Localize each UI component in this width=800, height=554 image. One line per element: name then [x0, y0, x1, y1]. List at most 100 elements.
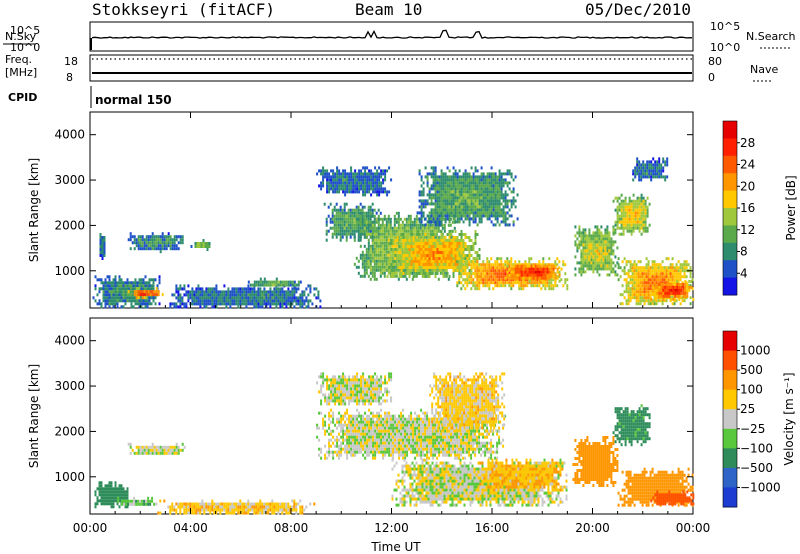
power-echo-cell — [584, 246, 587, 250]
power-echo-cell — [508, 263, 511, 267]
power-echo-cell — [412, 254, 415, 257]
power-echo-cell — [325, 232, 328, 236]
power-echo-cell — [442, 214, 445, 218]
power-echo-cell — [452, 272, 455, 275]
power-echo-cell — [474, 205, 477, 209]
power-echo-cell — [655, 272, 658, 276]
power-echo-cell — [498, 281, 501, 285]
power-echo-cell — [448, 242, 451, 245]
power-echo-cell — [393, 256, 396, 260]
power-echo-cell — [446, 211, 449, 215]
power-echo-cell — [434, 260, 437, 263]
power-echo-cell — [664, 291, 667, 295]
power-echo-cell — [548, 287, 551, 291]
power-echo-cell — [418, 190, 421, 194]
power-echo-cell — [307, 302, 310, 306]
power-echo-cell — [472, 260, 475, 264]
power-echo-cell — [377, 268, 380, 272]
power-echo-cell — [369, 271, 372, 275]
power-echo-cell — [440, 242, 443, 245]
power-echo-cell — [629, 278, 632, 282]
power-echo-cell — [424, 199, 427, 203]
power-echo-cell — [641, 281, 644, 285]
power-echo-cell — [616, 223, 619, 227]
power-echo-cell — [301, 305, 304, 309]
power-echo-cell — [606, 261, 609, 265]
power-echo-cell — [371, 229, 374, 233]
power-echo-cell — [468, 254, 471, 257]
power-echo-cell — [622, 220, 625, 224]
power-echo-cell — [153, 235, 156, 239]
power-echo-cell — [426, 251, 429, 254]
power-echo-cell — [179, 299, 182, 303]
power-echo-cell — [434, 166, 437, 170]
power-echo-cell — [671, 263, 674, 267]
power-echo-cell — [379, 259, 382, 263]
power-echo-cell — [618, 217, 621, 221]
power-echo-cell — [336, 175, 339, 179]
power-echo-cell — [496, 205, 499, 209]
power-echo-cell — [658, 282, 661, 286]
power-echo-cell — [202, 239, 205, 242]
power-echo-cell — [375, 256, 378, 260]
power-echo-cell — [624, 220, 627, 224]
power-echo-cell — [638, 229, 641, 233]
power-echo-cell — [480, 166, 483, 170]
power-echo-cell — [460, 260, 463, 263]
power-echo-cell — [634, 214, 637, 218]
power-echo-cell — [528, 279, 531, 283]
power-echo-cell — [466, 263, 469, 267]
power-echo-cell — [614, 231, 617, 235]
power-echo-cell — [464, 214, 467, 218]
power-echo-cell — [667, 281, 670, 285]
power-echo-cell — [363, 223, 366, 227]
power-echo-cell — [171, 302, 174, 306]
power-echo-cell — [249, 283, 252, 287]
power-echo-cell — [492, 181, 495, 185]
power-echo-cell — [472, 205, 475, 209]
power-echo-cell — [643, 284, 646, 288]
power-echo-cell — [422, 239, 425, 242]
power-echo-cell — [450, 257, 453, 260]
power-echo-cell — [508, 169, 511, 173]
power-echo-cell — [359, 274, 362, 278]
power-echo-cell — [456, 248, 459, 251]
power-echo-cell — [359, 220, 362, 224]
power-echo-cell — [408, 248, 411, 251]
power-echo-cell — [556, 263, 559, 267]
power-echo-cell — [548, 263, 551, 267]
power-echo-cell — [448, 248, 451, 251]
power-echo-cell — [373, 241, 376, 245]
power-echo-cell — [361, 208, 364, 212]
power-echo-cell — [339, 223, 342, 227]
power-echo-cell — [492, 223, 495, 227]
power-echo-cell — [606, 249, 609, 253]
power-echo-cell — [488, 193, 491, 197]
power-echo-cell — [635, 269, 638, 273]
power-echo-cell — [390, 269, 393, 272]
power-echo-cell — [434, 223, 437, 227]
power-echo-cell — [279, 280, 282, 284]
power-echo-cell — [614, 228, 617, 232]
power-echo-cell — [634, 208, 637, 212]
power-echo-cell — [665, 272, 668, 276]
power-echo-cell — [530, 257, 533, 261]
power-echo-cell — [167, 244, 170, 248]
power-echo-cell — [679, 275, 682, 279]
power-echo-cell — [388, 269, 391, 272]
power-echo-cell — [494, 272, 497, 276]
power-echo-cell — [466, 214, 469, 218]
power-echo-cell — [600, 231, 603, 235]
power-echo-cell — [470, 260, 473, 264]
nsky-tick-top: 10^5 — [10, 24, 40, 37]
power-echo-cell — [655, 266, 658, 270]
power-echo-cell — [428, 266, 431, 269]
power-echo-cell — [424, 266, 427, 269]
power-echo-cell — [434, 239, 437, 242]
power-echo-cell — [620, 202, 623, 206]
power-echo-cell — [617, 257, 620, 261]
power-echo-cell — [333, 214, 336, 218]
power-echo-cell — [442, 181, 445, 185]
power-echo-cell — [460, 217, 463, 221]
power-echo-cell — [136, 284, 139, 288]
